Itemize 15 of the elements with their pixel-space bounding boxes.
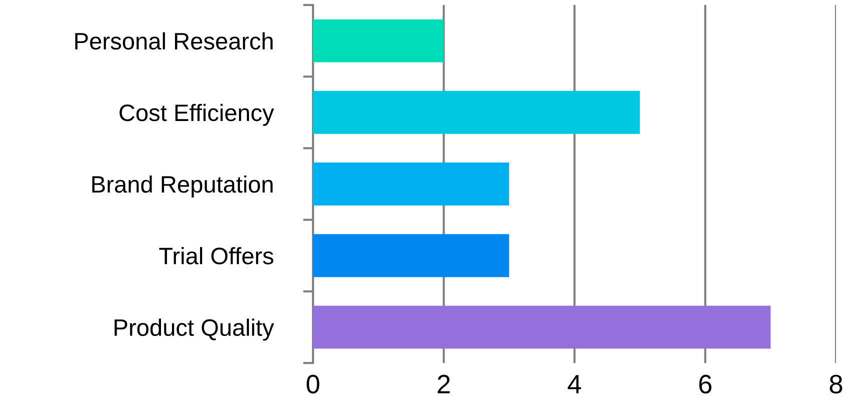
- x-tick-label: 8: [830, 374, 842, 394]
- y-tick-label: Product Quality: [114, 318, 274, 341]
- bar: [313, 90, 640, 134]
- x-tick-label: 4: [568, 375, 582, 394]
- x-tick-label: 6: [699, 374, 712, 394]
- x-tick-label: 0: [306, 374, 320, 394]
- bar: [313, 234, 510, 278]
- y-tick-label: Cost Efficiency: [120, 104, 274, 126]
- bar: [313, 19, 444, 62]
- y-tick-label: Brand Reputation: [92, 175, 273, 198]
- y-tick-label: Personal Research: [75, 32, 273, 50]
- x-tick-label: 2: [438, 374, 450, 394]
- y-tick-label: Trial Offers: [159, 247, 274, 264]
- bar: [313, 162, 510, 206]
- bar: [313, 306, 771, 349]
